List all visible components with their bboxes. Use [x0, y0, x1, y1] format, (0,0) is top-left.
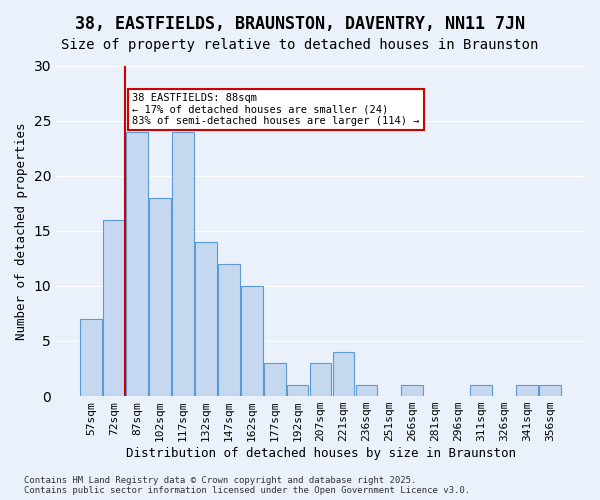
Bar — [287, 385, 308, 396]
Bar — [195, 242, 217, 396]
X-axis label: Distribution of detached houses by size in Braunston: Distribution of detached houses by size … — [125, 447, 515, 460]
Text: 38, EASTFIELDS, BRAUNSTON, DAVENTRY, NN11 7JN: 38, EASTFIELDS, BRAUNSTON, DAVENTRY, NN1… — [75, 15, 525, 33]
Bar — [401, 385, 423, 396]
Bar — [310, 363, 331, 396]
Bar — [103, 220, 125, 396]
Bar — [539, 385, 561, 396]
Bar — [241, 286, 263, 396]
Bar — [218, 264, 239, 396]
Bar — [126, 132, 148, 396]
Text: Contains HM Land Registry data © Crown copyright and database right 2025.
Contai: Contains HM Land Registry data © Crown c… — [24, 476, 470, 495]
Bar — [356, 385, 377, 396]
Bar — [80, 319, 102, 396]
Text: Size of property relative to detached houses in Braunston: Size of property relative to detached ho… — [61, 38, 539, 52]
Bar — [172, 132, 194, 396]
Bar — [470, 385, 492, 396]
Bar — [264, 363, 286, 396]
Y-axis label: Number of detached properties: Number of detached properties — [15, 122, 28, 340]
Bar — [332, 352, 355, 396]
Bar — [516, 385, 538, 396]
Bar — [149, 198, 171, 396]
Text: 38 EASTFIELDS: 88sqm
← 17% of detached houses are smaller (24)
83% of semi-detac: 38 EASTFIELDS: 88sqm ← 17% of detached h… — [133, 93, 420, 126]
